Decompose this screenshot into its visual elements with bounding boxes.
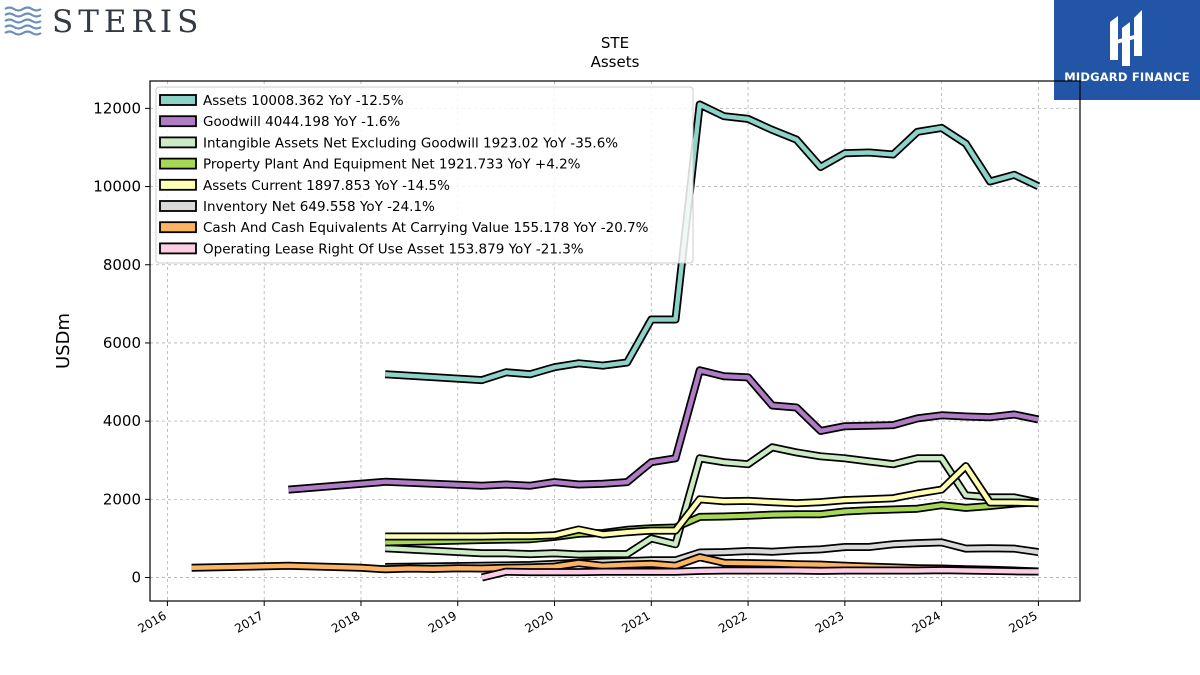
legend-swatch: [159, 157, 197, 170]
chart-subtitle: Assets: [591, 53, 640, 71]
steris-logo: STERIS: [4, 2, 203, 42]
legend-label: Goodwill 4044.198 YoY -1.6%: [203, 114, 400, 130]
legend-label: Intangible Assets Net Excluding Goodwill…: [203, 135, 618, 151]
series-2: [384, 443, 1040, 559]
x-tick-label: 2018: [329, 608, 362, 635]
legend-swatch: [159, 136, 197, 149]
legend-label: Property Plant And Equipment Net 1921.73…: [203, 157, 581, 173]
series-line: [481, 567, 1039, 580]
legend-box: [155, 86, 694, 264]
series-0: [384, 100, 1041, 385]
legend-item: Property Plant And Equipment Net 1921.73…: [159, 157, 581, 173]
series-4: [385, 462, 1039, 541]
y-tick-label: 12000: [93, 99, 141, 117]
legend-label: Cash And Cash Equivalents At Carrying Va…: [203, 220, 649, 236]
y-axis-label: USDm: [53, 313, 74, 369]
series-layer: [191, 100, 1041, 582]
y-tick-label: 0: [131, 569, 141, 587]
legend-label: Assets 10008.362 YoY -12.5%: [203, 93, 404, 109]
chart-title: STE: [601, 34, 629, 52]
y-tick-label: 4000: [103, 412, 141, 430]
legend-swatch: [159, 200, 197, 212]
series-1: [288, 366, 1040, 494]
legend: Assets 10008.362 YoY -12.5% Goodwill 4044…: [155, 86, 694, 264]
legend-label: Assets Current 1897.853 YoY -14.5%: [203, 178, 450, 194]
x-tick-label: 2017: [232, 608, 265, 635]
x-tick-label: 2016: [135, 608, 168, 635]
midgard-wordmark: MIDGARD FINANCE: [1064, 70, 1190, 84]
steris-wordmark: STERIS: [52, 4, 204, 40]
legend-swatch: [159, 221, 197, 234]
series-line: [288, 368, 1039, 492]
legend-item: Intangible Assets Net Excluding Goodwill…: [159, 135, 618, 151]
legend-item: Operating Lease Right Of Use Asset 153.8…: [159, 241, 584, 257]
legend-item: Inventory Net 649.558 YoY -24.1%: [159, 199, 435, 215]
y-tick-label: 10000: [93, 178, 141, 196]
legend-item: Cash And Cash Equivalents At Carrying Va…: [159, 220, 649, 236]
series-line-outline: [288, 366, 1040, 494]
series-line: [385, 102, 1040, 383]
plot-frame: [149, 80, 1081, 602]
series-7: [480, 566, 1039, 582]
x-tick-label: 2020: [523, 608, 556, 635]
x-tick-label: 2021: [619, 608, 652, 635]
x-tick-label: 2022: [716, 608, 749, 635]
legend-swatch: [159, 178, 197, 191]
legend-swatch: [159, 94, 197, 106]
y-tick-label: 8000: [103, 256, 141, 274]
steris-wave-icon: [4, 6, 42, 36]
x-tick-label: 2019: [426, 608, 459, 635]
legend-item: Assets Current 1897.853 YoY -14.5%: [159, 178, 450, 194]
y-tick-label: 2000: [103, 490, 141, 508]
series-line: [385, 445, 1039, 557]
x-tick-label: 2023: [813, 608, 846, 635]
series-line: [385, 463, 1039, 539]
legend-swatch: [159, 242, 197, 255]
x-tick-label: 2025: [1006, 608, 1039, 635]
legend-label: Operating Lease Right Of Use Asset 153.8…: [203, 241, 584, 257]
y-tick-label: 6000: [103, 334, 141, 352]
legend-item: Goodwill 4044.198 YoY -1.6%: [159, 114, 400, 130]
midgard-finance-logo: MIDGARD FINANCE: [1054, 0, 1200, 100]
legend-label: Inventory Net 649.558 YoY -24.1%: [203, 199, 435, 215]
x-tick-label: 2024: [910, 608, 943, 635]
legend-item: Assets 10008.362 YoY -12.5%: [159, 93, 404, 109]
legend-swatch: [159, 115, 197, 128]
midgard-emblem-icon: [1110, 10, 1142, 66]
